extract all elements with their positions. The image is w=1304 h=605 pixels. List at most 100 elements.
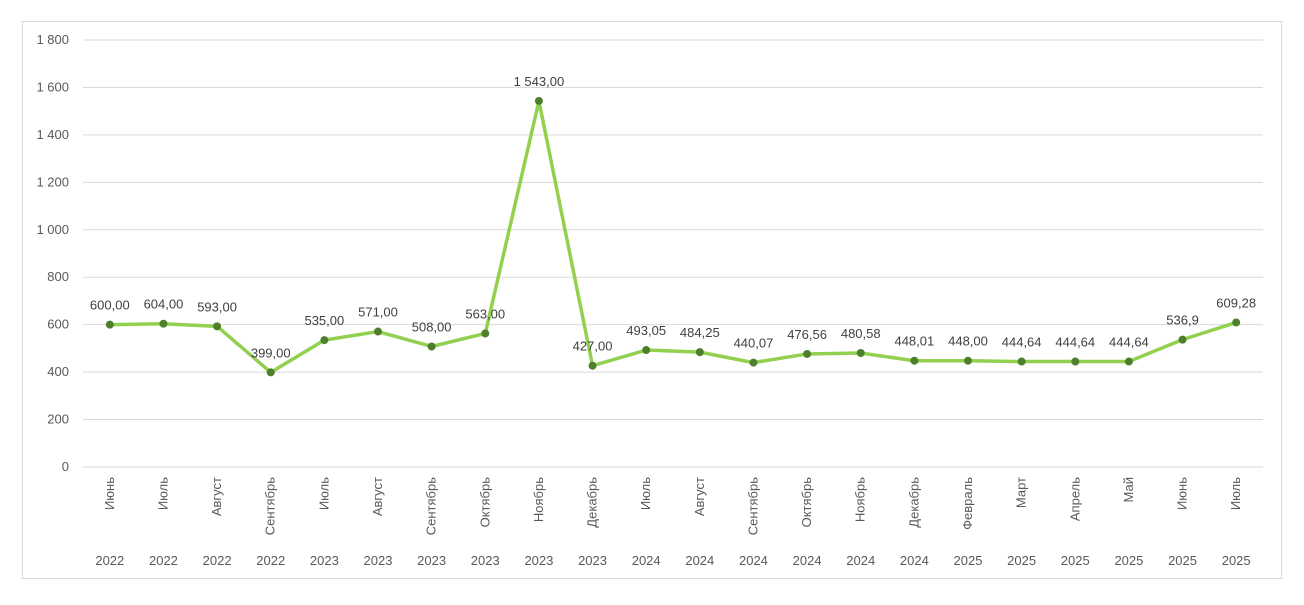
data-point (481, 329, 490, 338)
data-label: 493,05 (626, 323, 666, 338)
data-point (266, 368, 275, 377)
y-tick-label: 1 800 (36, 32, 69, 47)
x-tick-label-month: Ноябрь (853, 477, 868, 522)
x-tick-label-month: Сентябрь (263, 477, 278, 535)
data-point (856, 348, 865, 357)
data-point (213, 322, 222, 331)
y-tick-label: 1 400 (36, 127, 69, 142)
x-tick-label-year: 2022 (256, 553, 285, 568)
data-label: 444,64 (1055, 335, 1095, 350)
x-tick-label-month: Август (692, 477, 707, 516)
x-tick-label-year: 2025 (1168, 553, 1197, 568)
x-tick-label-year: 2024 (900, 553, 929, 568)
x-tick-label-year: 2023 (578, 553, 607, 568)
x-tick-label-month: Июль (155, 477, 170, 510)
x-tick-label-month: Июль (1228, 477, 1243, 510)
x-tick-label-year: 2022 (149, 553, 178, 568)
data-point (695, 348, 704, 357)
x-tick-label-month: Сентябрь (424, 477, 439, 535)
data-point (1232, 318, 1241, 327)
data-label: 476,56 (787, 327, 827, 342)
data-label: 1 543,00 (514, 74, 565, 89)
data-label: 444,64 (1002, 335, 1042, 350)
x-tick-label-year: 2025 (1007, 553, 1036, 568)
y-tick-label: 1 200 (36, 174, 69, 189)
x-tick-label-month: Август (370, 477, 385, 516)
x-tick-label-month: Март (1014, 477, 1029, 508)
x-tick-label-month: Июнь (1175, 477, 1190, 510)
data-label: 535,00 (304, 313, 344, 328)
data-label: 600,00 (90, 298, 130, 313)
x-tick-label-month: Июнь (102, 477, 117, 510)
x-tick-label-year: 2025 (1114, 553, 1143, 568)
x-tick-label-year: 2023 (417, 553, 446, 568)
x-tick-label-year: 2024 (846, 553, 875, 568)
data-point (910, 356, 919, 365)
y-tick-label: 1 600 (36, 79, 69, 94)
x-tick-label-year: 2025 (954, 553, 983, 568)
y-tick-label: 200 (47, 412, 69, 427)
data-label: 427,00 (573, 339, 613, 354)
data-label: 563,00 (465, 306, 505, 321)
x-tick-label-month: Октябрь (477, 477, 492, 528)
x-tick-label-month: Октябрь (799, 477, 814, 528)
data-point (320, 336, 329, 345)
data-label: 593,00 (197, 299, 237, 314)
data-point (374, 327, 382, 336)
data-label: 440,07 (734, 336, 774, 351)
series-line (108, 99, 1238, 375)
data-point (534, 96, 543, 105)
data-label: 480,58 (841, 326, 881, 341)
data-point (803, 349, 812, 358)
data-point (964, 356, 972, 365)
data-label: 609,28 (1216, 295, 1256, 310)
x-tick-label-year: 2023 (310, 553, 339, 568)
x-tick-label-year: 2024 (685, 553, 714, 568)
data-label: 536,9 (1166, 313, 1199, 328)
data-label: 444,64 (1109, 335, 1149, 350)
data-label: 448,00 (948, 334, 988, 349)
data-point (1071, 357, 1080, 366)
x-tick-label-year: 2022 (95, 553, 124, 568)
x-tick-label-month: Февраль (960, 477, 975, 530)
y-tick-label: 400 (47, 364, 69, 379)
x-tick-label-year: 2023 (364, 553, 393, 568)
x-tick-label-year: 2022 (203, 553, 232, 568)
data-label: 508,00 (412, 319, 452, 334)
x-tick-label-month: Апрель (1067, 477, 1082, 521)
x-tick-label-month: Сентябрь (745, 477, 760, 535)
chart-frame (22, 21, 1282, 579)
y-tick-label: 600 (47, 317, 69, 332)
x-tick-label-year: 2024 (632, 553, 661, 568)
x-tick-label-year: 2023 (471, 553, 500, 568)
data-label: 604,00 (144, 297, 184, 312)
x-tick-label-year: 2023 (524, 553, 553, 568)
y-tick-label: 800 (47, 269, 69, 284)
x-tick-label-month: Июль (316, 477, 331, 510)
data-label: 448,01 (894, 334, 934, 349)
x-tick-label-month: Декабрь (585, 477, 600, 528)
data-label: 484,25 (680, 325, 720, 340)
x-tick-label-year: 2025 (1061, 553, 1090, 568)
data-label: 571,00 (358, 305, 398, 320)
data-point (427, 342, 436, 351)
data-point (749, 358, 758, 367)
x-tick-label-month: Декабрь (906, 477, 921, 528)
data-point (642, 346, 651, 355)
data-point (159, 319, 168, 328)
data-point (588, 361, 597, 370)
x-tick-label-year: 2024 (793, 553, 822, 568)
x-tick-label-year: 2024 (739, 553, 768, 568)
data-label: 399,00 (251, 345, 291, 360)
data-point (1124, 357, 1133, 366)
x-tick-label-month: Ноябрь (531, 477, 546, 522)
y-tick-label: 0 (62, 459, 69, 474)
x-tick-label-month: Август (209, 477, 224, 516)
x-tick-label-month: Май (1121, 477, 1136, 502)
data-point (105, 320, 114, 329)
y-tick-label: 1 000 (36, 222, 69, 237)
x-tick-label-month: Июль (638, 477, 653, 510)
data-point (1017, 357, 1026, 366)
x-tick-label-year: 2025 (1222, 553, 1251, 568)
